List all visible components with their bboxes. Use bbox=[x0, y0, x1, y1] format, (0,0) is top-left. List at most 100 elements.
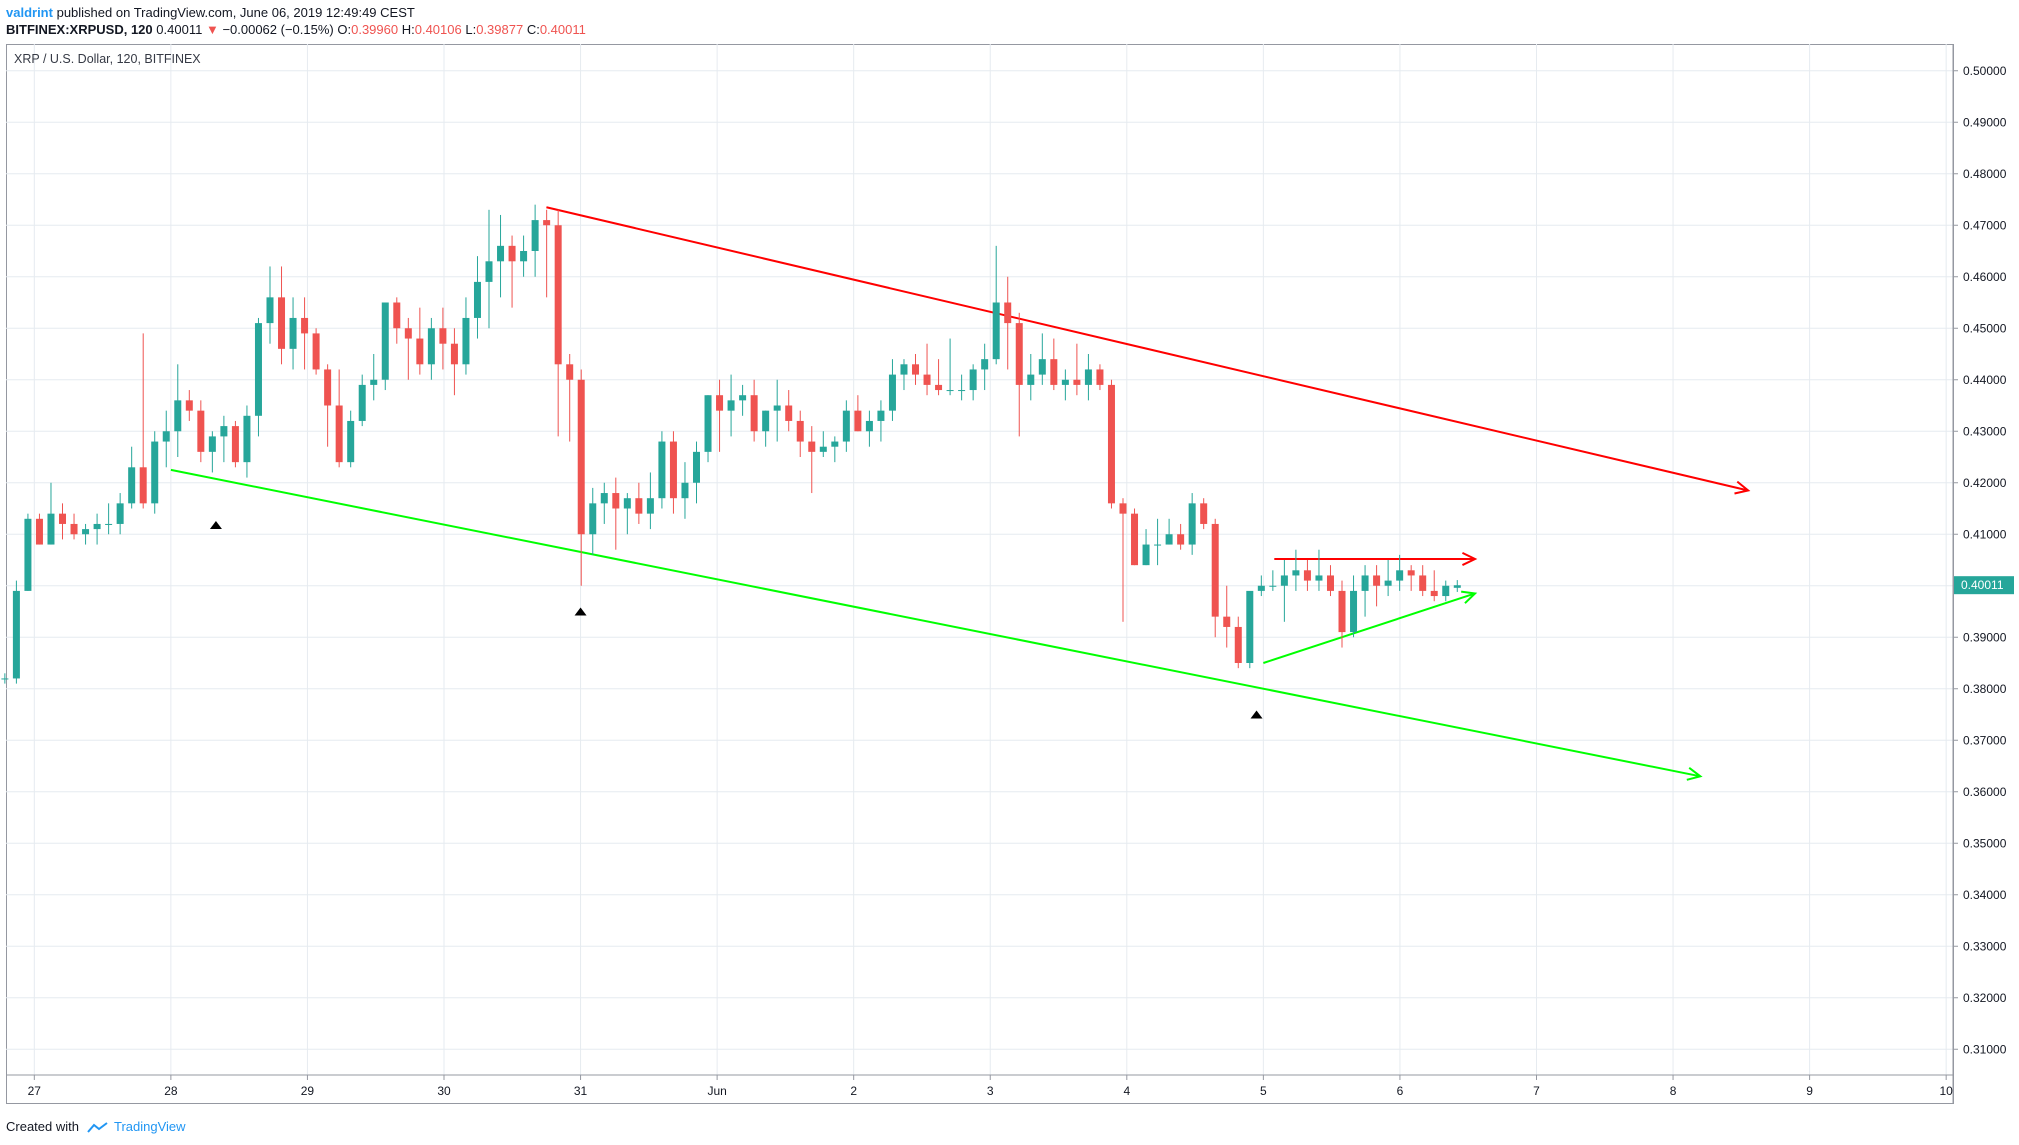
candle bbox=[669, 431, 677, 514]
candle bbox=[358, 374, 366, 427]
candle-body bbox=[162, 431, 170, 442]
candle bbox=[24, 513, 32, 591]
candle bbox=[266, 266, 274, 344]
chart-legend: XRP / U.S. Dollar, 120, BITFINEX bbox=[14, 52, 201, 66]
symbol-label: BITFINEX:XRPUSD, 120 bbox=[6, 22, 153, 37]
candle-body bbox=[508, 245, 516, 262]
candle bbox=[1165, 518, 1173, 545]
candle-body bbox=[773, 405, 781, 411]
candle bbox=[900, 359, 908, 391]
candle bbox=[946, 338, 954, 396]
candle-body bbox=[842, 410, 850, 442]
candle-body bbox=[1131, 513, 1139, 566]
candle-body bbox=[1050, 359, 1058, 385]
descending-resistance-line-arrowhead bbox=[1734, 480, 1751, 495]
candle bbox=[612, 477, 620, 550]
candle-body bbox=[243, 415, 251, 463]
time-tick-label: 10 bbox=[1939, 1084, 1953, 1098]
price-tick-label: 0.46000 bbox=[1963, 270, 2007, 284]
marker-triangle bbox=[574, 607, 587, 616]
header-bar: valdrint published on TradingView.com, J… bbox=[0, 0, 2019, 40]
candle bbox=[1050, 338, 1058, 391]
candle-body bbox=[1303, 570, 1311, 581]
candle bbox=[47, 482, 55, 545]
candle-body bbox=[658, 441, 666, 499]
price-tick-label: 0.37000 bbox=[1963, 733, 2007, 747]
candle bbox=[497, 214, 505, 298]
candle bbox=[381, 302, 389, 391]
price-tick-label: 0.33000 bbox=[1963, 939, 2007, 953]
candle-body bbox=[981, 359, 989, 370]
candle-body bbox=[589, 503, 597, 535]
candle-body bbox=[208, 436, 216, 452]
candle bbox=[1315, 549, 1323, 591]
time-tick-label: 8 bbox=[1670, 1084, 1677, 1098]
candle-body bbox=[877, 410, 885, 421]
candle bbox=[1430, 570, 1438, 602]
candle bbox=[162, 410, 170, 468]
candle-body bbox=[358, 384, 366, 421]
candle bbox=[116, 493, 124, 535]
candle-body bbox=[197, 410, 205, 452]
candle bbox=[589, 487, 597, 555]
candle-body bbox=[669, 441, 677, 499]
candle-body bbox=[1373, 575, 1381, 586]
candle bbox=[485, 209, 493, 329]
candle-body bbox=[635, 498, 643, 514]
close-value: 0.40011 bbox=[539, 22, 586, 37]
time-tick-label: 27 bbox=[28, 1084, 42, 1098]
candle bbox=[785, 390, 793, 432]
candle-body bbox=[70, 523, 78, 535]
current-price-box bbox=[1954, 576, 2014, 595]
candle-body bbox=[1280, 575, 1288, 586]
candle bbox=[462, 297, 470, 375]
candle-body bbox=[93, 523, 101, 530]
candle bbox=[1015, 312, 1023, 437]
tradingview-brand[interactable]: TradingView bbox=[114, 1119, 186, 1134]
candle-body bbox=[912, 364, 920, 375]
candle bbox=[1373, 565, 1381, 607]
marker-triangle bbox=[1250, 710, 1263, 719]
author-link[interactable]: valdrint bbox=[6, 5, 53, 20]
candle bbox=[704, 395, 712, 463]
price-tick-label: 0.44000 bbox=[1963, 373, 2007, 387]
candle-body bbox=[888, 374, 896, 411]
candle-body bbox=[450, 343, 458, 365]
candle-body bbox=[969, 369, 977, 391]
flat-resistance-line-arrowhead bbox=[1461, 551, 1478, 566]
descending-resistance-line bbox=[546, 206, 1749, 492]
candle bbox=[1177, 523, 1185, 550]
candle-body bbox=[1223, 616, 1231, 627]
candle bbox=[70, 513, 78, 540]
price-tick-label: 0.32000 bbox=[1963, 991, 2007, 1005]
footer: Created with TradingView bbox=[6, 1119, 186, 1134]
high-label: H: bbox=[401, 22, 415, 37]
candle bbox=[301, 297, 309, 370]
candle-body bbox=[1430, 590, 1438, 597]
candle bbox=[981, 343, 989, 391]
candle bbox=[1004, 276, 1012, 370]
candle-body bbox=[923, 374, 931, 385]
candle-body bbox=[785, 405, 793, 421]
candle bbox=[819, 431, 827, 457]
candle-body bbox=[808, 441, 816, 452]
candle bbox=[508, 235, 516, 308]
price-tick-label: 0.49000 bbox=[1963, 115, 2007, 129]
candle bbox=[1303, 560, 1311, 591]
candle-body bbox=[1061, 379, 1069, 385]
open-value: 0.39960 bbox=[351, 22, 399, 37]
candle bbox=[727, 374, 735, 437]
time-tick-label: 29 bbox=[301, 1084, 315, 1098]
rising-support-line-arrowhead bbox=[1461, 590, 1478, 604]
time-tick-label: Jun bbox=[707, 1084, 726, 1098]
candle bbox=[1453, 580, 1461, 592]
candle bbox=[808, 426, 816, 494]
candle-body bbox=[231, 426, 239, 463]
candle bbox=[1073, 343, 1081, 396]
candle bbox=[59, 503, 67, 540]
candle bbox=[865, 410, 873, 447]
candle bbox=[958, 374, 966, 401]
candle bbox=[243, 405, 251, 478]
candle-body bbox=[347, 420, 355, 463]
